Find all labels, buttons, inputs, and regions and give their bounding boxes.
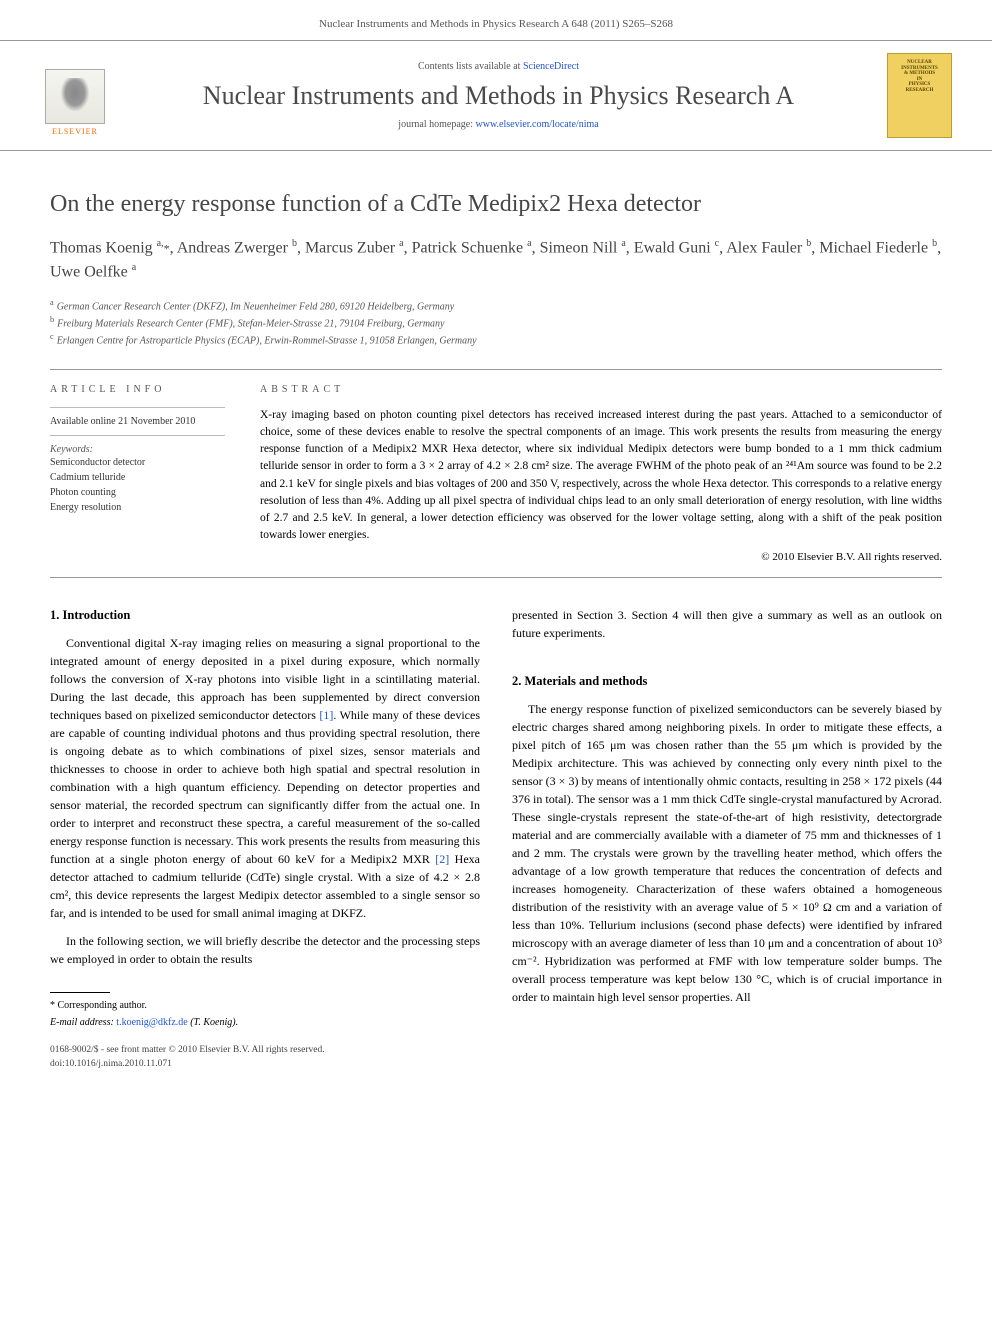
corresponding-email-link[interactable]: t.koenig@dkfz.de: [116, 1017, 187, 1028]
authors-list: Thomas Koenig a,*, Andreas Zwerger b, Ma…: [50, 236, 942, 285]
affiliation-c: cErlangen Centre for Astroparticle Physi…: [50, 331, 942, 348]
elsevier-logo[interactable]: ELSEVIER: [40, 56, 110, 136]
affiliations: aGerman Cancer Research Center (DKFZ), I…: [50, 297, 942, 349]
corresponding-author-note: * Corresponding author.: [50, 999, 480, 1013]
section-1-heading: 1. Introduction: [50, 606, 480, 625]
corresponding-email-line: E-mail address: t.koenig@dkfz.de (T. Koe…: [50, 1015, 480, 1030]
article-body: On the energy response function of a CdT…: [0, 151, 992, 1101]
abstract-block: ABSTRACT X-ray imaging based on photon c…: [260, 370, 942, 577]
abstract-text: X-ray imaging based on photon counting p…: [260, 407, 942, 545]
keywords-label: Keywords:: [50, 444, 244, 455]
keyword-2: Photon counting: [50, 485, 244, 500]
section-2-heading: 2. Materials and methods: [512, 672, 942, 691]
email-label: E-mail address:: [50, 1017, 116, 1028]
intro-para-1: Conventional digital X-ray imaging relie…: [50, 634, 480, 922]
running-head: Nuclear Instruments and Methods in Physi…: [0, 0, 992, 40]
contents-prefix: Contents lists available at: [418, 61, 523, 72]
ref-link-1[interactable]: [1]: [319, 708, 333, 722]
abstract-copyright: © 2010 Elsevier B.V. All rights reserved…: [260, 551, 942, 563]
info-separator-2: [50, 435, 225, 436]
affiliation-a: aGerman Cancer Research Center (DKFZ), I…: [50, 297, 942, 314]
elsevier-wordmark: ELSEVIER: [52, 127, 98, 136]
banner-center: Contents lists available at ScienceDirec…: [130, 61, 867, 130]
journal-name: Nuclear Instruments and Methods in Physi…: [130, 80, 867, 111]
intro-para-2: In the following section, we will briefl…: [50, 932, 480, 968]
affiliation-b: bFreiburg Materials Research Center (FMF…: [50, 314, 942, 331]
journal-cover-thumb[interactable]: NUCLEAR INSTRUMENTS & METHODS IN PHYSICS…: [887, 53, 952, 138]
contents-available-line: Contents lists available at ScienceDirec…: [130, 61, 867, 72]
keyword-3: Energy resolution: [50, 500, 244, 515]
cover-text-5: RESEARCH: [906, 88, 934, 94]
keyword-0: Semiconductor detector: [50, 455, 244, 470]
methods-para-1: The energy response function of pixelize…: [512, 700, 942, 1006]
intro-continuation: presented in Section 3. Section 4 will t…: [512, 606, 942, 642]
homepage-prefix: journal homepage:: [398, 119, 475, 130]
abstract-heading: ABSTRACT: [260, 384, 942, 395]
front-matter-line: 0168-9002/$ - see front matter © 2010 El…: [50, 1044, 480, 1057]
homepage-link[interactable]: www.elsevier.com/locate/nima: [476, 119, 599, 130]
email-who: (T. Koenig).: [188, 1017, 238, 1028]
info-abstract-row: ARTICLE INFO Available online 21 Novembe…: [50, 369, 942, 578]
keyword-1: Cadmium telluride: [50, 470, 244, 485]
elsevier-tree-icon: [45, 69, 105, 124]
article-info-heading: ARTICLE INFO: [50, 384, 244, 395]
article-title: On the energy response function of a CdT…: [50, 191, 942, 218]
info-separator: [50, 407, 225, 408]
journal-banner: ELSEVIER Contents lists available at Sci…: [0, 40, 992, 151]
sciencedirect-link[interactable]: ScienceDirect: [523, 61, 579, 72]
article-info-block: ARTICLE INFO Available online 21 Novembe…: [50, 370, 260, 577]
bottom-metadata: 0168-9002/$ - see front matter © 2010 El…: [50, 1044, 480, 1071]
right-column: presented in Section 3. Section 4 will t…: [512, 606, 942, 1071]
doi-line: doi:10.1016/j.nima.2010.11.071: [50, 1058, 480, 1071]
two-column-body: 1. Introduction Conventional digital X-r…: [50, 606, 942, 1071]
journal-homepage-line: journal homepage: www.elsevier.com/locat…: [130, 119, 867, 130]
available-online-date: Available online 21 November 2010: [50, 416, 244, 427]
left-column: 1. Introduction Conventional digital X-r…: [50, 606, 480, 1071]
ref-link-2[interactable]: [2]: [435, 852, 449, 866]
footnote-rule: [50, 992, 110, 993]
